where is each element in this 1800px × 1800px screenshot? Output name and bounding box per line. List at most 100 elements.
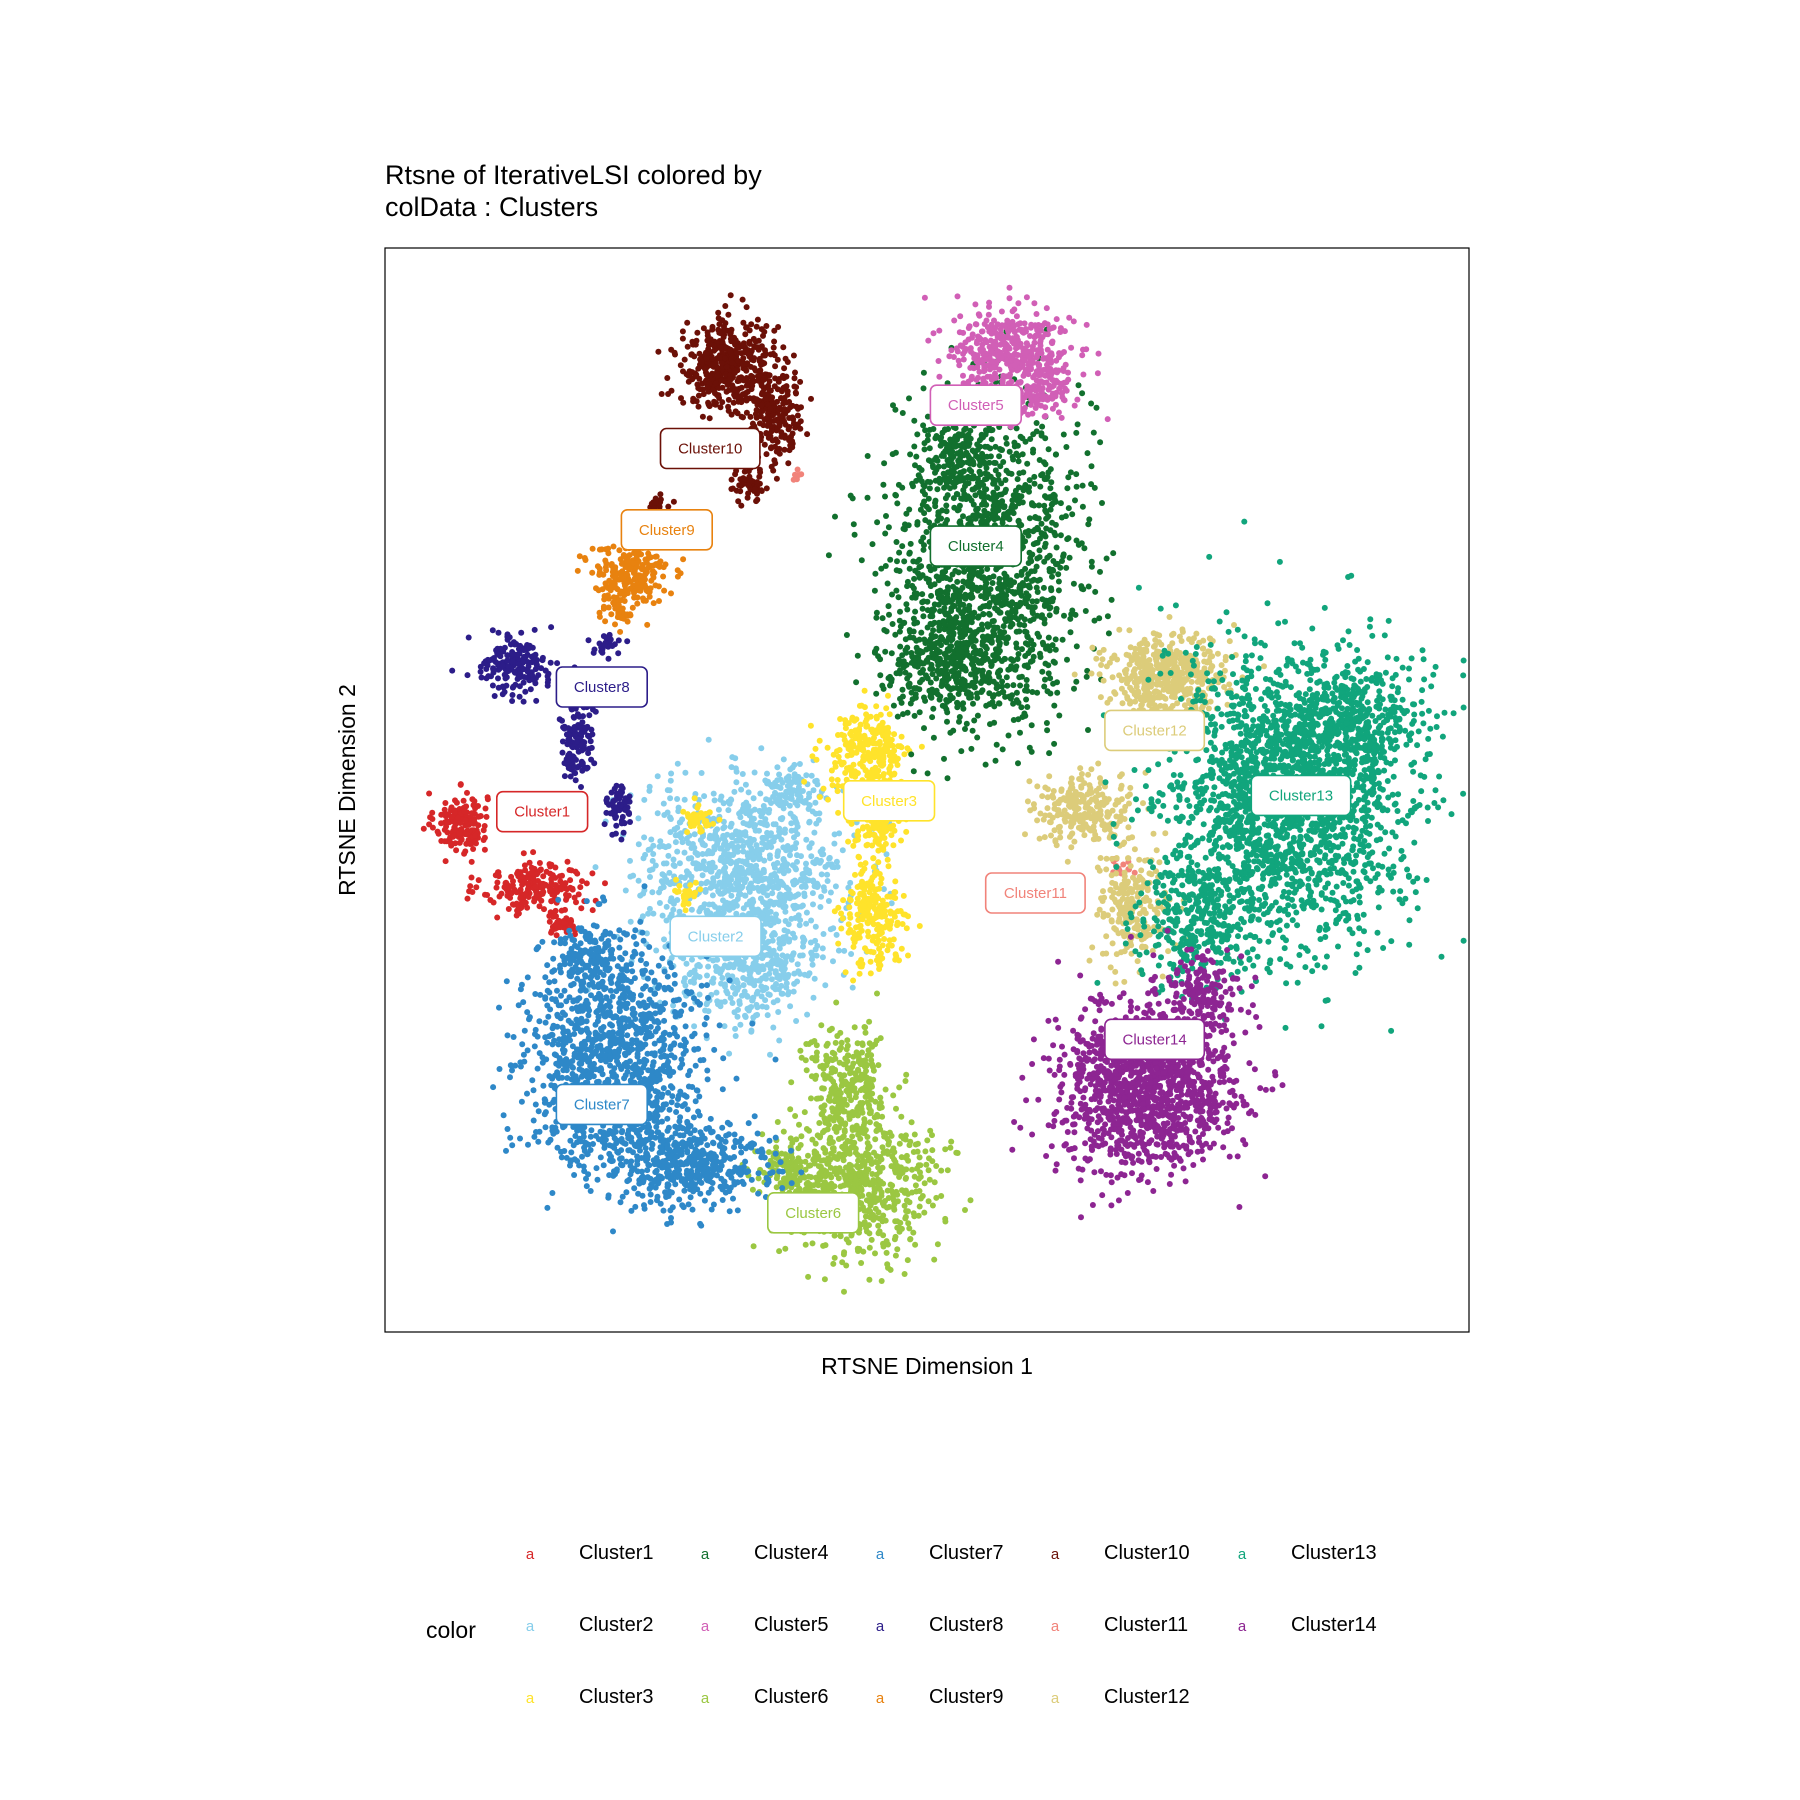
point-cluster4 <box>954 463 960 470</box>
point-cluster1 <box>555 917 562 924</box>
point-cluster1 <box>536 903 543 910</box>
point-cluster4 <box>940 618 947 625</box>
point-cluster4 <box>929 714 936 721</box>
point-cluster2 <box>764 915 771 922</box>
point-cluster2 <box>645 910 652 917</box>
point-cluster2 <box>789 893 796 900</box>
point-cluster4 <box>917 506 924 513</box>
point-cluster2 <box>635 841 642 848</box>
point-cluster4 <box>963 480 969 487</box>
point-cluster3 <box>682 907 689 914</box>
point-cluster4 <box>1039 596 1046 603</box>
point-cluster4 <box>885 524 892 531</box>
point-cluster1 <box>541 906 547 913</box>
point-cluster4 <box>1064 485 1071 492</box>
point-cluster4 <box>877 656 884 663</box>
point-cluster4 <box>963 639 970 646</box>
point-cluster4 <box>920 534 927 541</box>
point-cluster3 <box>850 943 857 950</box>
point-cluster4 <box>1088 400 1095 407</box>
point-cluster1 <box>513 889 520 896</box>
point-cluster4 <box>995 649 1002 656</box>
point-cluster2 <box>711 797 718 804</box>
point-cluster2 <box>776 936 783 943</box>
point-cluster4 <box>955 569 962 576</box>
point-cluster5 <box>1044 331 1051 338</box>
point-cluster4 <box>934 486 941 493</box>
point-cluster2 <box>663 876 670 883</box>
point-cluster4 <box>879 615 886 622</box>
point-cluster1 <box>505 906 512 912</box>
point-cluster2 <box>758 870 765 877</box>
point-cluster4 <box>984 621 991 628</box>
point-cluster1 <box>521 862 528 869</box>
point-cluster2 <box>798 877 805 884</box>
point-cluster4 <box>1090 429 1097 436</box>
point-cluster2 <box>714 871 721 878</box>
point-cluster2 <box>718 854 725 861</box>
point-cluster3 <box>854 836 861 843</box>
point-cluster4 <box>1085 583 1092 590</box>
point-cluster2 <box>811 975 818 982</box>
point-cluster4 <box>1082 608 1089 614</box>
point-cluster2 <box>680 978 687 985</box>
point-cluster5 <box>1020 329 1027 336</box>
point-cluster4 <box>983 427 989 434</box>
point-cluster2 <box>728 963 735 970</box>
point-cluster3 <box>842 969 849 976</box>
point-cluster2 <box>685 870 692 877</box>
point-cluster4 <box>1022 640 1029 647</box>
point-cluster1 <box>519 873 526 880</box>
point-cluster2 <box>690 860 697 867</box>
point-cluster4 <box>992 757 999 764</box>
point-cluster1 <box>468 858 475 865</box>
point-cluster1 <box>461 850 468 857</box>
point-cluster4 <box>951 443 958 449</box>
point-cluster5 <box>1062 385 1068 392</box>
point-cluster4 <box>984 518 991 525</box>
point-cluster2 <box>785 921 792 928</box>
point-cluster3 <box>858 956 865 963</box>
point-cluster2 <box>819 954 826 961</box>
point-cluster5 <box>1010 327 1017 334</box>
point-cluster2 <box>704 972 710 979</box>
point-cluster3 <box>807 722 814 729</box>
point-cluster4 <box>975 614 982 621</box>
point-cluster4 <box>1023 696 1030 703</box>
point-cluster1 <box>508 873 515 880</box>
point-cluster2 <box>715 888 722 895</box>
point-cluster3 <box>888 918 895 925</box>
point-cluster2 <box>793 1018 800 1024</box>
point-cluster4 <box>956 625 962 632</box>
point-cluster2 <box>630 872 637 879</box>
point-cluster4 <box>1016 674 1023 681</box>
point-cluster3 <box>870 933 877 940</box>
point-cluster3 <box>884 733 891 740</box>
point-cluster4 <box>991 692 997 699</box>
point-cluster4 <box>1047 485 1054 492</box>
point-cluster3 <box>842 725 849 732</box>
point-cluster4 <box>970 700 976 707</box>
point-cluster5 <box>948 347 955 354</box>
point-cluster2 <box>813 820 820 827</box>
point-cluster4 <box>904 606 911 613</box>
point-cluster2 <box>674 796 681 802</box>
point-cluster4 <box>897 608 903 615</box>
series-cluster2 <box>584 736 895 1058</box>
point-cluster3 <box>901 751 908 758</box>
point-cluster2 <box>750 795 757 802</box>
point-cluster5 <box>935 358 942 364</box>
point-cluster3 <box>873 715 880 722</box>
point-cluster4 <box>1024 704 1031 710</box>
point-cluster3 <box>691 891 698 898</box>
point-cluster2 <box>772 789 778 796</box>
point-cluster4 <box>983 645 990 652</box>
point-cluster2 <box>728 904 735 911</box>
point-cluster1 <box>483 813 490 820</box>
point-cluster1 <box>429 809 436 816</box>
point-cluster4 <box>1079 390 1086 397</box>
point-cluster1 <box>494 914 501 921</box>
point-cluster3 <box>889 757 896 764</box>
point-cluster2 <box>718 793 725 800</box>
point-cluster4 <box>1015 716 1022 723</box>
